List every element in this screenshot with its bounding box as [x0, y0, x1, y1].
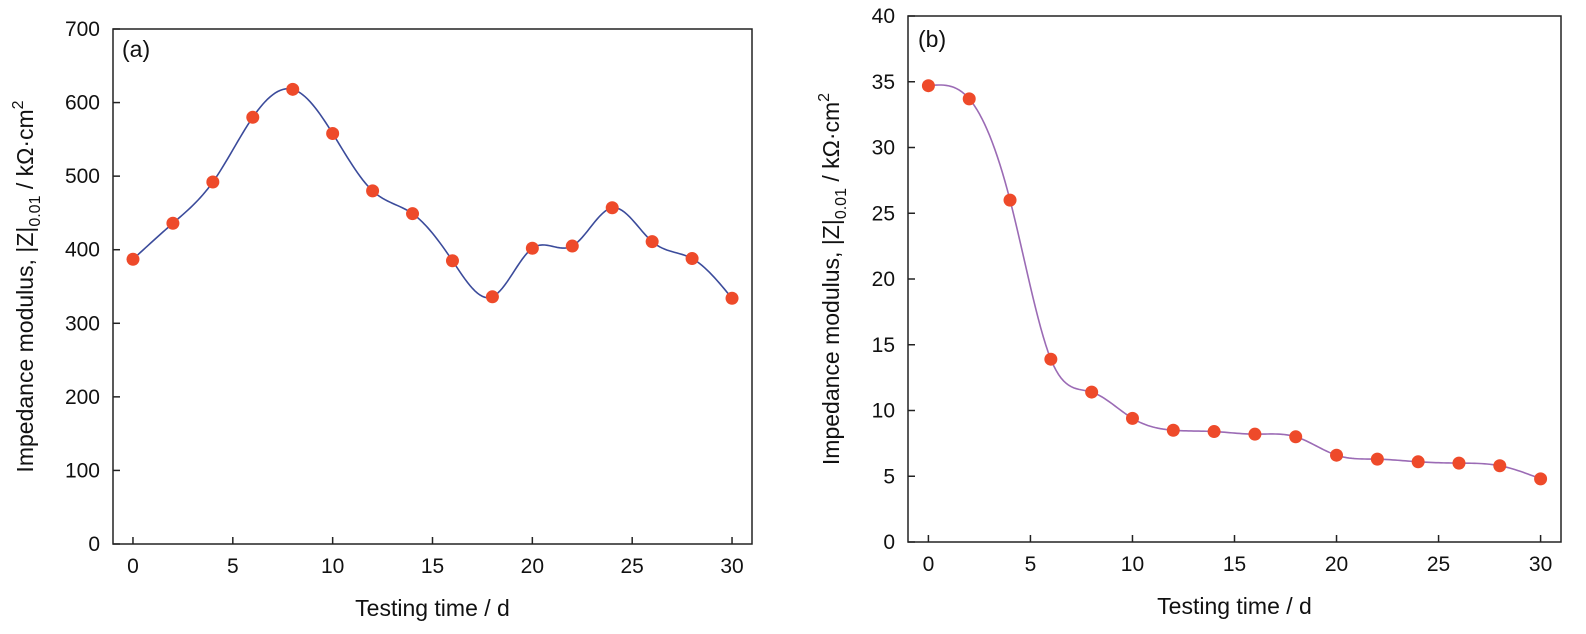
y-tick-label: 500: [65, 165, 100, 188]
y-tick-label: 40: [872, 5, 895, 28]
data-point: [1370, 452, 1384, 466]
data-point: [1207, 425, 1221, 439]
data-point: [206, 175, 220, 189]
data-point: [286, 82, 300, 96]
y-axis-label-superscript: 2: [10, 100, 27, 109]
x-tick-label: 0: [923, 553, 935, 576]
x-tick-label: 5: [227, 555, 239, 578]
x-axis-label: Testing time / d: [1157, 593, 1312, 619]
y-tick-label: 300: [65, 312, 100, 335]
x-tick-label: 15: [1223, 553, 1246, 576]
y-tick-label: 700: [65, 18, 100, 41]
x-tick-label: 20: [521, 555, 544, 578]
data-point: [326, 126, 340, 140]
x-tick-label: 0: [127, 555, 139, 578]
data-point: [166, 216, 180, 230]
y-axis-label-unit: / kΩ·cm: [12, 109, 38, 195]
y-tick-label: 200: [65, 386, 100, 409]
data-point: [1085, 385, 1099, 399]
data-point: [246, 110, 260, 124]
data-point: [1534, 472, 1548, 486]
x-tick-label: 25: [621, 555, 644, 578]
panel-label: (b): [918, 26, 946, 52]
series-line: [928, 84, 1541, 480]
y-tick-label: 30: [872, 137, 895, 160]
chart-panel-b: 0 5 10 15 20 25 30 0 5 10 15 20 25 30 35 40 Testing time…: [816, 5, 1562, 619]
series-line: [132, 87, 733, 299]
y-tick-label: 5: [883, 465, 895, 488]
plot-frame: [112, 28, 753, 545]
data-point: [445, 254, 459, 268]
data-point: [525, 241, 539, 255]
data-point: [962, 92, 976, 106]
data-point: [565, 239, 579, 253]
y-axis-label: Impedance modulus, |Z|0.01 / kΩ·cm2: [816, 93, 850, 465]
data-point: [685, 252, 699, 266]
data-point: [1125, 411, 1139, 425]
data-point: [605, 201, 619, 215]
y-tick-label: 600: [65, 92, 100, 115]
y-tick-label: 35: [872, 71, 895, 94]
y-tick-label: 400: [65, 239, 100, 262]
y-axis-label: Impedance modulus, |Z|0.01 / kΩ·cm2: [10, 100, 44, 472]
y-axis-label-superscript: 2: [816, 93, 833, 102]
data-point: [725, 291, 739, 305]
y-tick-label: 0: [883, 531, 895, 554]
x-tick-label: 20: [1325, 553, 1348, 576]
x-tick-label: 15: [421, 555, 444, 578]
y-axis-label-unit: / kΩ·cm: [818, 102, 844, 188]
data-point: [126, 252, 140, 266]
chart-panel-a: 0 5 10 15 20 25 300100200300400500600700Testin…: [10, 18, 753, 621]
y-axis-label-main: Impedance modulus, |Z|: [12, 227, 38, 473]
data-point: [485, 290, 499, 304]
data-point: [1289, 430, 1303, 444]
panel-label: (a): [122, 36, 150, 62]
y-tick-label: 15: [872, 334, 895, 357]
y-tick-label: 100: [65, 459, 100, 482]
data-point: [645, 235, 659, 249]
x-axis-label: Testing time / d: [355, 595, 510, 621]
y-tick-label: 0: [88, 533, 100, 556]
x-tick-label: 25: [1427, 553, 1450, 576]
y-axis-label-subscript: 0.01: [27, 195, 44, 226]
data-point: [1493, 459, 1507, 473]
y-tick-label: 25: [872, 202, 895, 225]
y-axis-label-main: Impedance modulus, |Z|: [818, 219, 844, 465]
data-point: [406, 207, 420, 221]
data-point: [1003, 193, 1017, 207]
data-point: [921, 79, 935, 93]
data-point: [1411, 455, 1425, 469]
y-tick-label: 10: [872, 400, 895, 423]
data-point: [1166, 423, 1180, 437]
x-tick-label: 5: [1025, 553, 1037, 576]
x-tick-label: 10: [1121, 553, 1144, 576]
y-axis-label-subscript: 0.01: [833, 188, 850, 219]
data-point: [1452, 456, 1466, 470]
data-point: [366, 184, 380, 198]
data-point: [1330, 448, 1344, 462]
y-tick-label: 20: [872, 268, 895, 291]
x-tick-label: 10: [321, 555, 344, 578]
data-point: [1044, 352, 1058, 366]
x-tick-label: 30: [1529, 553, 1552, 576]
data-point: [1248, 427, 1262, 441]
x-tick-label: 30: [720, 555, 743, 578]
